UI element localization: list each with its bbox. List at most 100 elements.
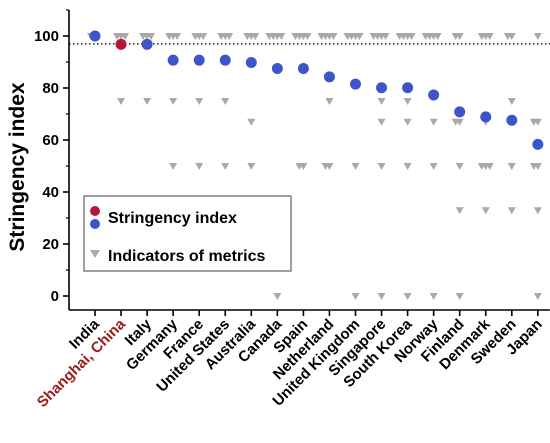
plot-area [69,30,550,300]
stringency-point [428,89,440,101]
indicator-point [355,33,364,40]
indicator-point [377,163,386,170]
indicator-point [173,33,182,40]
indicator-point [169,98,178,105]
indicator-point [343,33,352,40]
indicator-point [191,33,200,40]
indicator-point [429,163,438,170]
indicator-point [485,163,494,170]
indicator-point [533,207,542,215]
legend-label-stringency: Stringency index [108,210,237,227]
indicator-point [247,118,256,126]
indicator-point [503,33,512,40]
indicator-point [533,293,542,300]
legend-box [83,195,292,272]
indicator-point [381,33,390,40]
stringency-point [141,38,153,50]
indicator-point [451,118,460,126]
indicator-point [377,98,386,105]
indicator-point [403,293,412,300]
stringency-point [89,30,101,42]
y-axis: 0 20 40 60 80 100 [34,9,70,310]
indicator-point [485,33,494,40]
indicator-point [321,163,330,170]
stringency-point-highlight [115,38,127,50]
indicator-point [429,118,438,126]
indicator-point [195,163,204,170]
stringency-point [167,54,179,66]
indicator-point [221,98,230,105]
indicator-point [507,163,516,170]
stringency-point [532,138,544,150]
indicator-point [351,163,360,170]
stringency-point [480,111,492,123]
stringency-point [454,106,466,118]
indicator-point [507,98,516,105]
indicator-point [329,33,338,40]
indicator-point [221,163,230,170]
indicator-point [477,163,486,170]
indicator-point [195,98,204,105]
indicator-point [403,98,412,105]
indicator-point [455,207,464,215]
indicator-point [455,163,464,170]
indicator-point [169,163,178,170]
indicator-point [113,33,122,40]
stringency-point [193,54,205,66]
indicator-point [455,293,464,300]
indicator-point [247,163,256,170]
indicator-point [351,293,360,300]
y-tick-label: 40 [42,184,59,201]
indicator-point [243,33,252,40]
indicator-point [529,163,538,170]
indicator-point [377,293,386,300]
stringency-point [506,114,518,126]
indicator-point [407,33,416,40]
indicator-point [303,33,312,40]
legend-marker-indicator [90,250,100,258]
indicator-point [273,293,282,300]
y-tick-label: 100 [34,28,59,45]
indicator-point [481,207,490,215]
indicator-point [325,98,334,105]
stringency-point [271,63,283,74]
y-tick-label: 0 [51,288,59,305]
indicator-point [199,33,208,40]
indicator-point [433,33,442,40]
stringency-point [323,71,335,83]
indicator-point [225,33,234,40]
legend-marker-stringency [90,219,100,229]
indicator-point [139,33,148,40]
indicator-point [477,33,486,40]
indicator-point [165,33,174,40]
stringency-point [245,57,257,69]
indicator-point [143,98,152,105]
indicator-point [369,33,378,40]
stringency-point [376,82,388,94]
indicator-point [265,33,274,40]
y-tick-label: 60 [42,132,59,149]
legend: Stringency index Indicators of metrics [83,195,292,272]
indicator-point [117,98,126,105]
stringency-point [219,54,231,66]
indicator-point [121,33,130,40]
indicator-point [317,33,326,40]
indicator-point [147,33,156,40]
legend-marker-highlight [90,206,100,216]
indicator-point [403,118,412,126]
indicator-point [217,33,226,40]
indicator-point [533,33,542,40]
indicator-point [377,118,386,126]
stringency-point [350,78,361,90]
legend-label-indicators: Indicators of metrics [108,248,265,265]
indicator-point [251,33,260,40]
indicator-point [507,207,516,215]
y-tick-label: 80 [42,80,59,97]
stringency-point [297,63,309,74]
indicator-point [421,33,430,40]
indicator-point [429,293,438,300]
indicator-point [291,33,300,40]
indicator-point [395,33,404,40]
